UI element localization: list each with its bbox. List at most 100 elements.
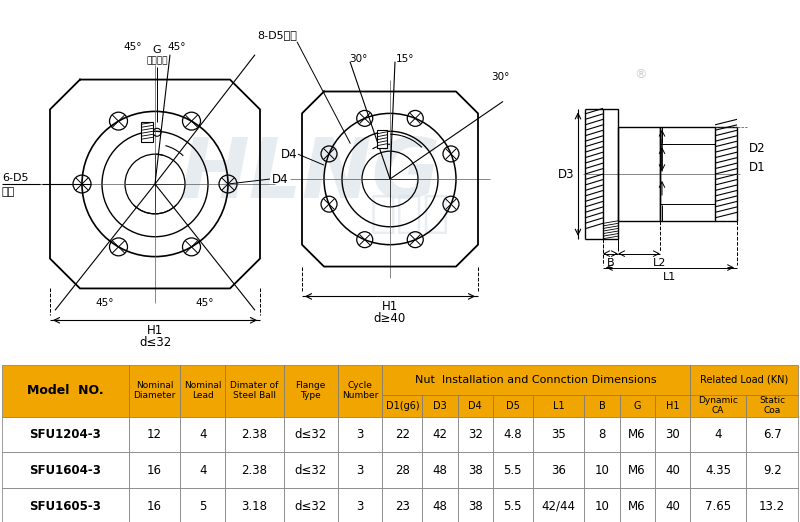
Text: 32: 32 (468, 428, 482, 441)
Bar (382, 365, 690, 395)
Text: Model  NO.: Model NO. (27, 384, 104, 397)
Text: D1: D1 (749, 161, 766, 174)
Text: 30: 30 (665, 428, 680, 441)
Text: 45°: 45° (124, 42, 142, 52)
Bar (660, 127, 715, 221)
Text: ®: ® (634, 68, 646, 81)
Text: Dynamic
CA: Dynamic CA (698, 396, 738, 416)
Text: D5: D5 (506, 400, 520, 411)
Text: M6: M6 (628, 428, 646, 441)
Bar (690, 453, 746, 488)
Bar (382, 488, 422, 522)
Text: 48: 48 (433, 464, 447, 477)
Text: （油孔）: （油孔） (146, 57, 168, 66)
Bar (458, 395, 493, 417)
Bar (618, 127, 660, 221)
Text: 8-D5通孔: 8-D5通孔 (257, 30, 297, 40)
Text: 2.38: 2.38 (242, 428, 267, 441)
Text: 16: 16 (147, 500, 162, 513)
Text: 3: 3 (356, 500, 364, 513)
Text: 3: 3 (356, 464, 364, 477)
Text: Static
Coa: Static Coa (759, 396, 786, 416)
Text: L1: L1 (663, 271, 677, 281)
Text: SFU1604-3: SFU1604-3 (30, 464, 102, 477)
Text: 自动化: 自动化 (370, 192, 450, 235)
Text: 通孔: 通孔 (2, 187, 15, 197)
Text: 38: 38 (468, 500, 482, 513)
Bar (181, 417, 225, 453)
Text: SFU1605-3: SFU1605-3 (30, 500, 102, 513)
Bar (181, 453, 225, 488)
Bar (654, 488, 690, 522)
Text: Nut  Installation and Connction Dimensions: Nut Installation and Connction Dimension… (415, 375, 657, 385)
Text: D4: D4 (280, 148, 297, 161)
Text: D4: D4 (468, 400, 482, 411)
Text: 6-D5: 6-D5 (2, 173, 29, 183)
Text: 30°: 30° (491, 72, 509, 81)
Text: D3: D3 (558, 168, 574, 181)
Bar (225, 365, 284, 417)
Text: H1: H1 (666, 400, 679, 411)
Bar (619, 453, 654, 488)
Text: 38: 38 (468, 464, 482, 477)
Text: 40: 40 (665, 500, 680, 513)
Bar (584, 395, 619, 417)
Text: Nominal
Diameter: Nominal Diameter (134, 381, 176, 400)
Bar (284, 417, 338, 453)
Text: G: G (153, 45, 162, 55)
Text: 5: 5 (199, 500, 206, 513)
Bar (584, 453, 619, 488)
Text: 5.5: 5.5 (503, 500, 522, 513)
Text: 10: 10 (594, 500, 610, 513)
Text: 15°: 15° (396, 54, 414, 64)
Bar (690, 417, 746, 453)
Text: 4: 4 (714, 428, 722, 441)
Text: G: G (634, 400, 641, 411)
Bar (746, 395, 798, 417)
Bar (129, 417, 181, 453)
Bar (2, 365, 129, 417)
Bar (533, 488, 584, 522)
Bar (284, 365, 338, 417)
Bar (129, 488, 181, 522)
Text: D4: D4 (272, 173, 289, 185)
Text: 3.18: 3.18 (242, 500, 267, 513)
Text: M6: M6 (628, 500, 646, 513)
Text: B: B (598, 400, 606, 411)
Bar (690, 365, 798, 395)
Bar (690, 488, 746, 522)
Text: 28: 28 (395, 464, 410, 477)
Text: H1: H1 (147, 324, 163, 337)
Text: L1: L1 (553, 400, 564, 411)
Bar (654, 395, 690, 417)
Bar (584, 488, 619, 522)
Bar (458, 453, 493, 488)
Text: 4: 4 (199, 464, 206, 477)
Bar (2, 488, 129, 522)
Text: 10: 10 (594, 464, 610, 477)
Bar (458, 417, 493, 453)
Bar (422, 453, 458, 488)
Bar (225, 488, 284, 522)
Bar (422, 395, 458, 417)
Text: H1: H1 (382, 300, 398, 313)
Text: Cycle
Number: Cycle Number (342, 381, 378, 400)
Text: 3: 3 (356, 428, 364, 441)
Text: 9.2: 9.2 (762, 464, 782, 477)
Bar (141, 122, 153, 142)
Bar (493, 417, 533, 453)
Text: 2.38: 2.38 (242, 464, 267, 477)
Bar (2, 453, 129, 488)
Bar (654, 417, 690, 453)
Bar (129, 365, 181, 417)
Text: 13.2: 13.2 (759, 500, 786, 513)
Text: 45°: 45° (96, 299, 114, 309)
Text: 5.5: 5.5 (503, 464, 522, 477)
Text: B: B (606, 258, 614, 268)
Text: Dimater of
Steel Ball: Dimater of Steel Ball (230, 381, 278, 400)
Text: 48: 48 (433, 500, 447, 513)
Text: 22: 22 (395, 428, 410, 441)
Text: 12: 12 (147, 428, 162, 441)
Text: 45°: 45° (168, 42, 186, 52)
Bar (2, 417, 129, 453)
